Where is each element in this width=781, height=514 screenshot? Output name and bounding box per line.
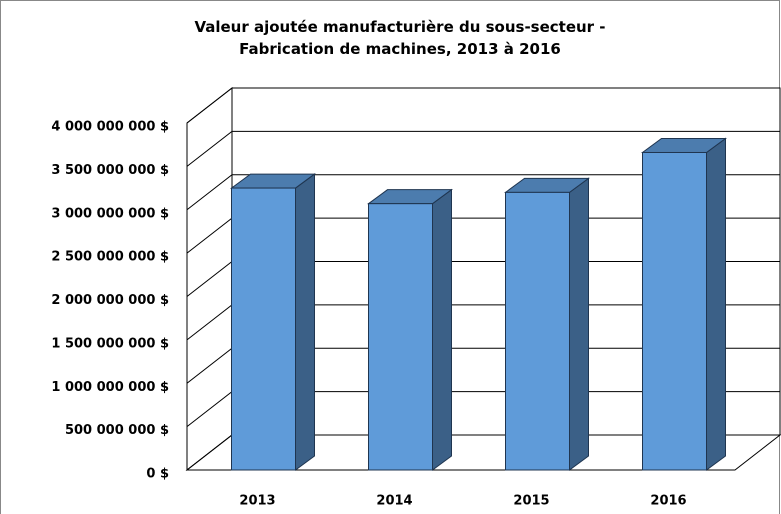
bar [368,203,433,471]
bar [642,151,707,471]
bar-side [569,177,589,471]
chart-title: Valeur ajoutée manufacturière du sous-se… [194,18,606,58]
x-tick-label: 2015 [513,494,549,509]
bar [231,187,296,471]
y-tick-label: 2 500 000 000 $ [51,250,169,265]
bar [505,191,570,471]
y-tick-label: 1 500 000 000 $ [51,336,169,351]
grid-line [186,87,780,124]
y-tick-label: 500 000 000 $ [65,423,169,438]
grid-line [186,130,780,167]
grid-line [186,174,780,211]
bar-side [432,188,452,471]
y-tick-label: 2 000 000 000 $ [51,293,169,308]
y-tick-label: 4 000 000 000 $ [51,120,169,135]
x-tick-label: 2016 [650,494,686,509]
bar-side [295,173,315,471]
y-tick-label: 1 000 000 000 $ [51,380,169,395]
x-tick-label: 2014 [376,494,412,509]
x-tick-label: 2013 [239,494,275,509]
y-tick-label: 0 $ [146,467,169,482]
bar-side [706,137,726,471]
y-tick-label: 3 000 000 000 $ [51,206,169,221]
y-tick-label: 3 500 000 000 $ [51,163,169,178]
